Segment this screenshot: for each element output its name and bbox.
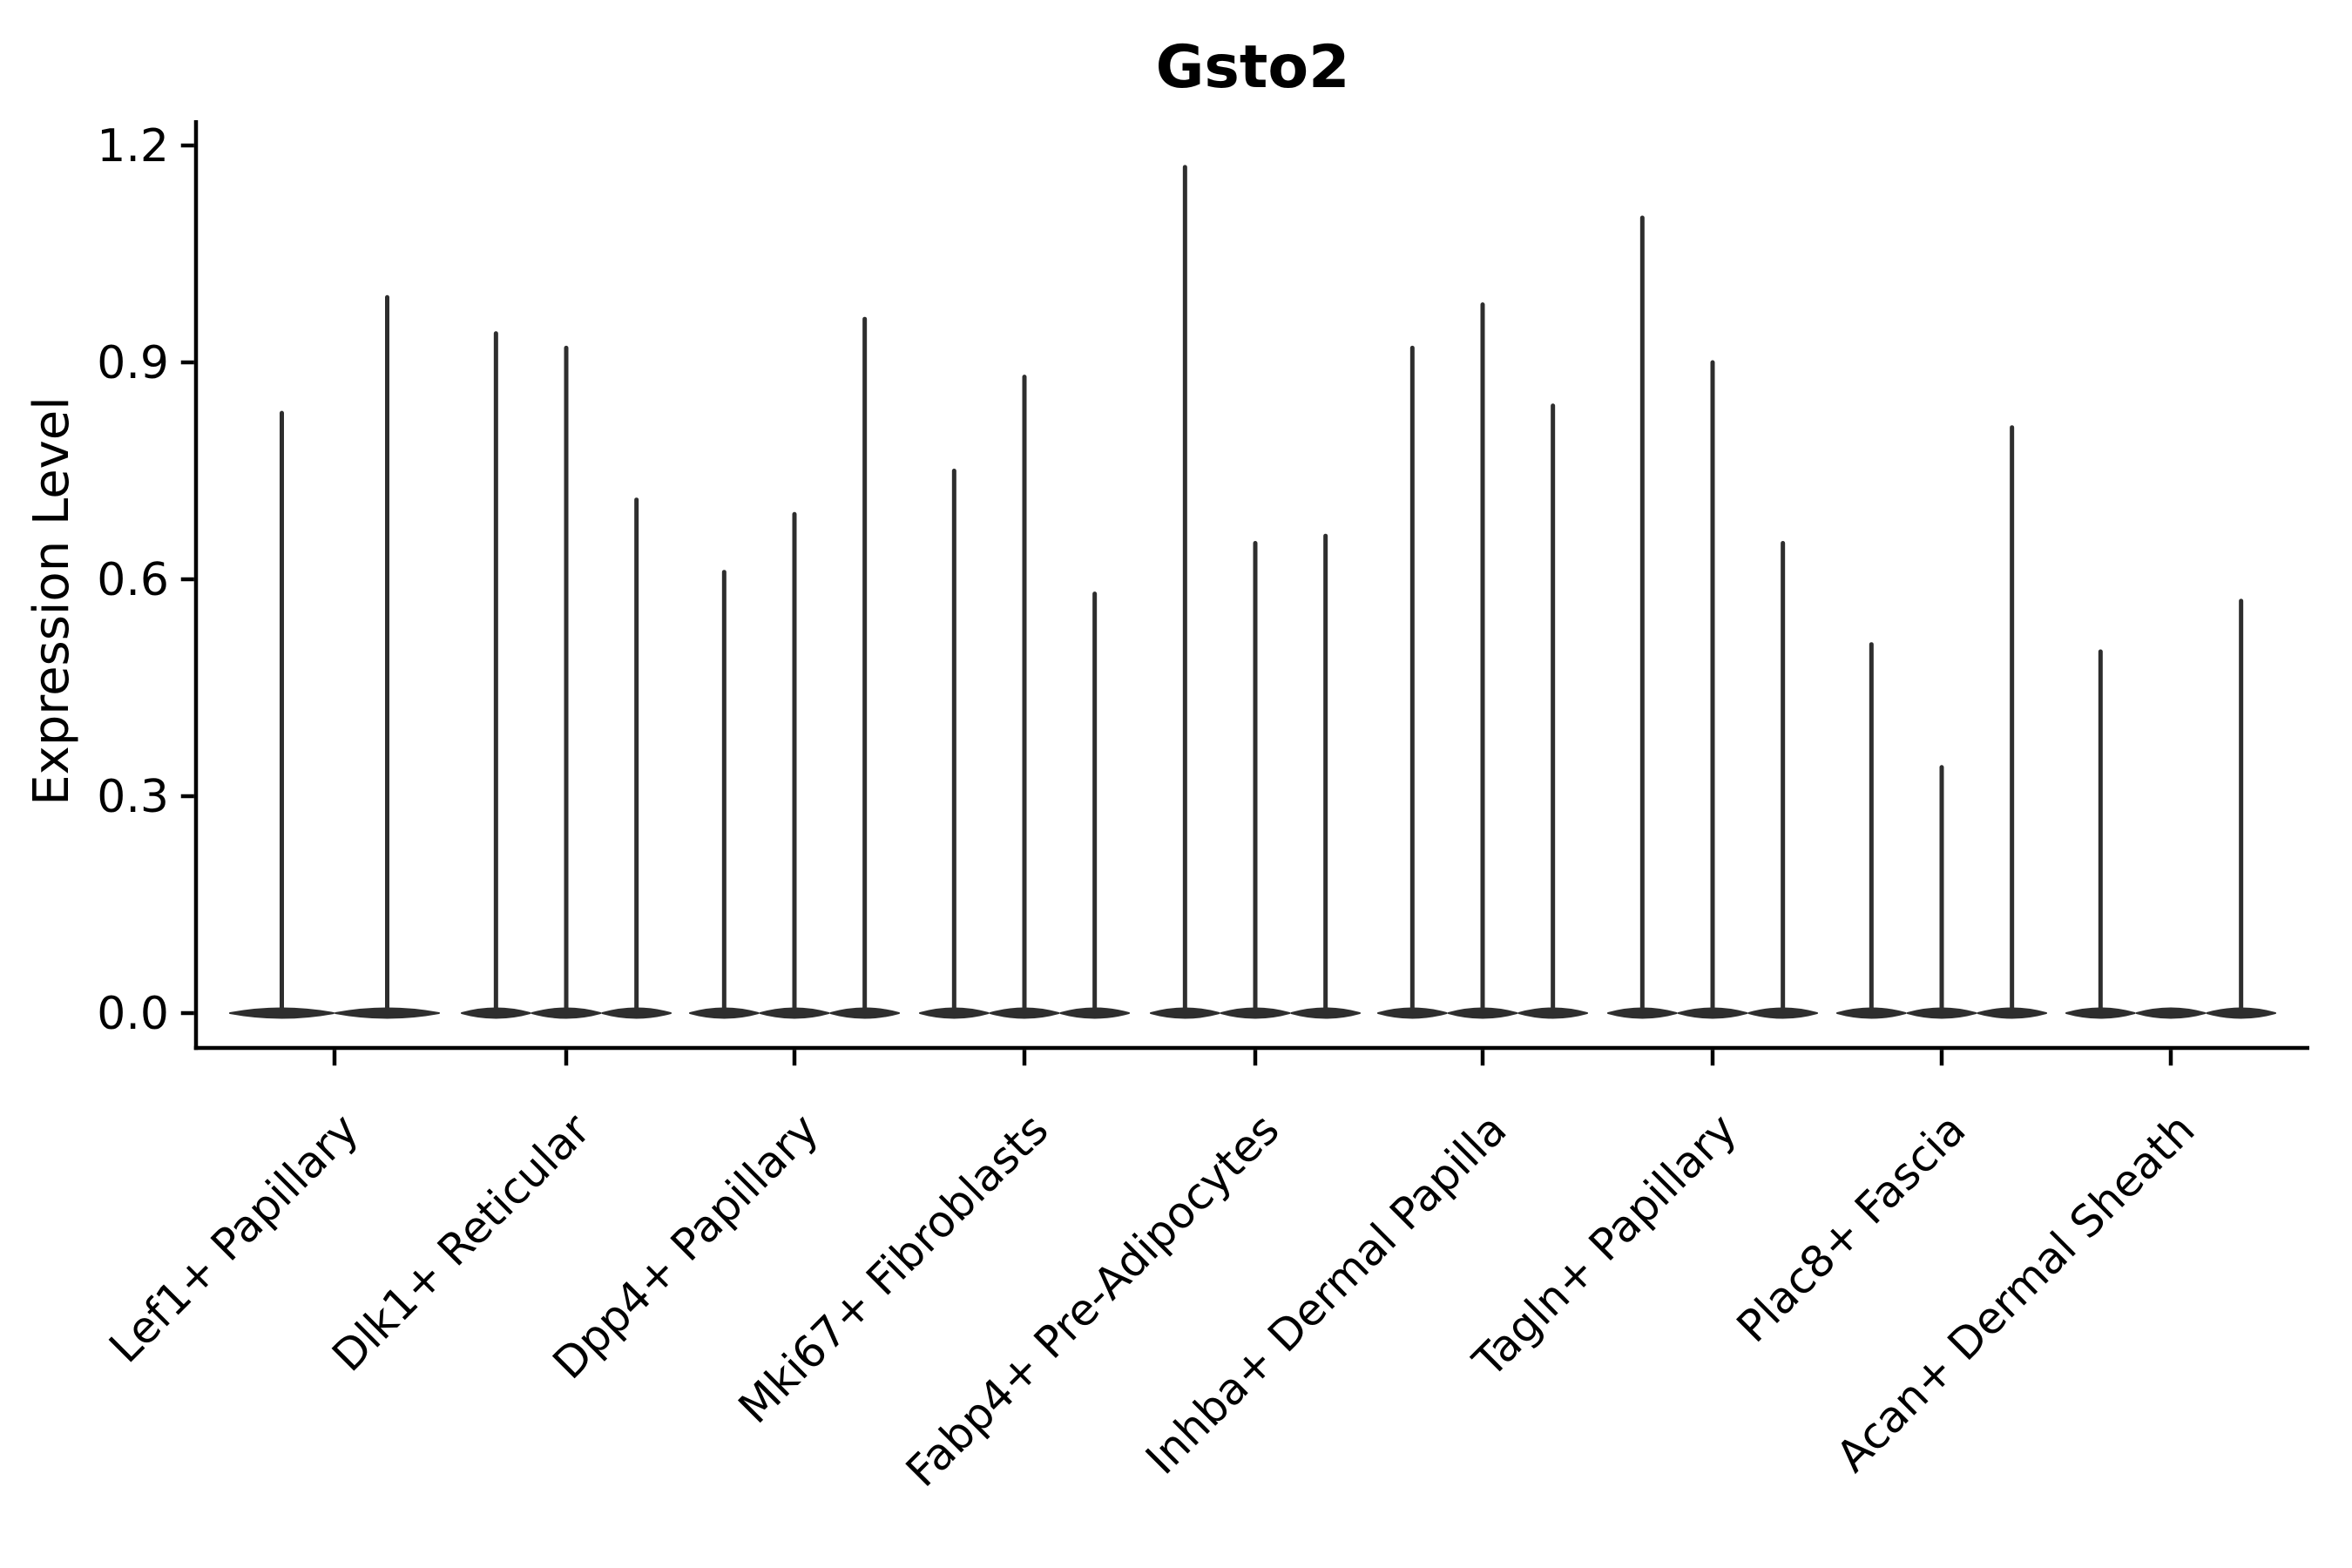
x-tick-label: Inhba+ Dermal Papilla (1136, 1104, 1516, 1484)
violin-base (2135, 1007, 2207, 1019)
violin-group (2065, 598, 2276, 1019)
x-tick-label: Lef1+ Papillary (99, 1104, 368, 1372)
violin-base (531, 1007, 602, 1019)
violin-base (229, 1007, 335, 1019)
violin-base (1906, 1007, 1977, 1019)
violin-base (2065, 1007, 2136, 1019)
x-tick-label: Plac8+ Fascia (1727, 1104, 1976, 1352)
y-tick-label: 0.0 (97, 988, 169, 1040)
violin-base (601, 1007, 672, 1019)
y-tick-label: 0.6 (97, 554, 169, 606)
violin-base (759, 1007, 830, 1019)
violin-group (919, 375, 1130, 1019)
violin-group (1836, 425, 2047, 1019)
violin-base (689, 1007, 760, 1019)
violin-group (229, 294, 440, 1019)
violin-base (335, 1007, 440, 1019)
violin-base (989, 1007, 1060, 1019)
violin-base (1447, 1007, 1518, 1019)
violin-base (2206, 1007, 2276, 1019)
y-tick-label: 0.3 (97, 771, 169, 823)
violin-base (1059, 1007, 1130, 1019)
violins (229, 165, 2276, 1019)
violin-base (461, 1007, 531, 1019)
violin-base (1677, 1007, 1748, 1019)
x-tick-label: Fabp4+ Pre-Adipocytes (896, 1104, 1289, 1497)
violin-base (1290, 1007, 1361, 1019)
violin-base (1150, 1007, 1220, 1019)
chart-title: Gsto2 (1156, 33, 1350, 102)
violin-group (689, 316, 900, 1019)
violin-base (829, 1007, 900, 1019)
violin-base (1220, 1007, 1291, 1019)
y-tick-labels: 0.0 0.3 0.6 0.9 1.2 (97, 120, 169, 1040)
y-axis-label: Expression Level (24, 396, 80, 806)
violin-group (1377, 302, 1588, 1019)
axes (180, 120, 2309, 1066)
violin-base (1517, 1007, 1588, 1019)
violin-base (1607, 1007, 1678, 1019)
y-tick-label: 0.9 (97, 337, 169, 389)
y-tick-label: 1.2 (97, 120, 169, 172)
violin-base (919, 1007, 990, 1019)
violin-base (1836, 1007, 1907, 1019)
violin-base (1377, 1007, 1448, 1019)
violin-group (461, 331, 672, 1019)
violin-group (1150, 165, 1361, 1019)
violin-base (1977, 1007, 2047, 1019)
violin-group (1607, 215, 1818, 1019)
violin-base (1747, 1007, 1818, 1019)
